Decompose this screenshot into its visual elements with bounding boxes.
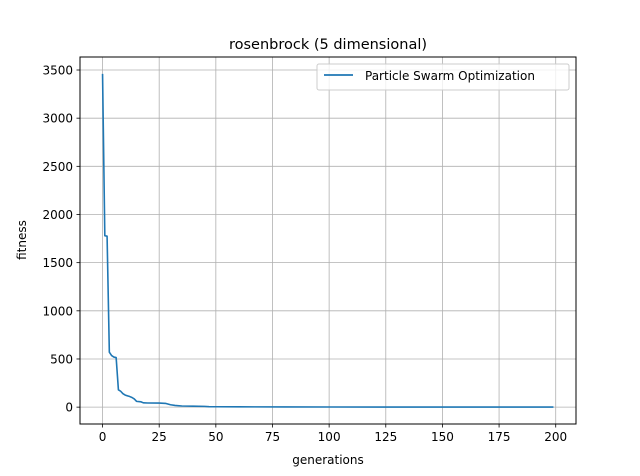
y-tick-label: 3000 <box>42 112 73 126</box>
y-tick-label: 0 <box>65 401 73 415</box>
y-tick-label: 3500 <box>42 64 73 78</box>
y-tick-label: 2000 <box>42 208 73 222</box>
x-tick-label: 50 <box>208 430 223 444</box>
series-layer <box>101 73 554 408</box>
y-tick-label: 500 <box>50 352 73 366</box>
tick-layer: 0 25 50 75 100 125 150 175 200050010001500200025… <box>42 64 567 444</box>
x-tick-label: 0 <box>99 430 107 444</box>
chart-title: rosenbrock (5 dimensional) <box>229 37 427 53</box>
x-axis-label: generations <box>292 453 364 467</box>
x-tick-label: 175 <box>488 430 511 444</box>
legend: Particle Swarm Optimization <box>316 63 570 91</box>
x-tick-label: 200 <box>544 430 567 444</box>
y-tick-label: 1500 <box>42 256 73 270</box>
plot-frame <box>79 56 577 425</box>
x-tick-label: 150 <box>431 430 454 444</box>
series-line <box>101 73 554 408</box>
legend-box <box>316 63 570 91</box>
x-tick-label: 125 <box>374 430 397 444</box>
x-tick-label: 75 <box>265 430 280 444</box>
x-tick-label: 25 <box>152 430 167 444</box>
y-axis-label: fitness <box>15 220 29 260</box>
y-tick-label: 1000 <box>42 304 73 318</box>
y-tick-label: 2500 <box>42 160 73 174</box>
x-tick-label: 100 <box>318 430 341 444</box>
legend-label: Particle Swarm Optimization <box>365 69 535 83</box>
